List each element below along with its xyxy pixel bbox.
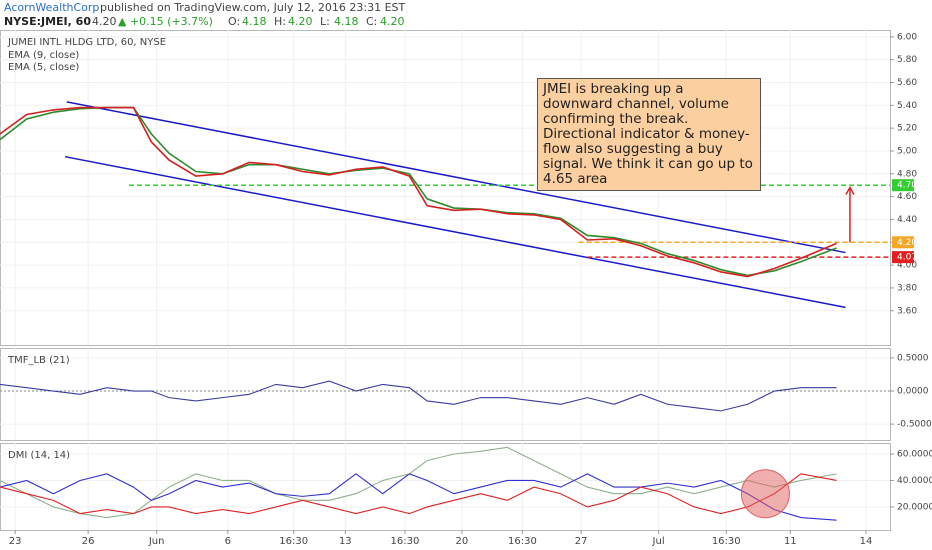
panel-title: DMI (14, 14) (8, 450, 70, 461)
x-tick-label: 16:30 (279, 536, 308, 547)
x-tick-label: 13 (339, 536, 352, 547)
level-label: 4.20 (897, 238, 917, 248)
y-tick-label: 3.80 (897, 283, 917, 293)
level-tag (892, 236, 914, 249)
y-tick-label: 5.20 (897, 124, 917, 134)
panel-title: JUMEI INTL HLDG LTD, 60, NYSE (7, 37, 166, 48)
series-line (0, 380, 837, 412)
series-line (0, 473, 837, 521)
y-tick-label: 6.00 (897, 32, 917, 42)
level-tag (892, 251, 914, 264)
level-label: 4.07 (897, 253, 917, 263)
x-tick-label: 6 (225, 536, 231, 547)
y-tick-label: 5.80 (897, 55, 917, 65)
level-tag (892, 179, 914, 192)
y-tick-label: 5.60 (897, 78, 917, 88)
x-tick-label: 23 (9, 536, 22, 547)
series-line (0, 106, 837, 277)
x-tick-label: Jul (652, 536, 665, 547)
change: ▲ +0.15 (+3.7%) (118, 15, 213, 28)
panel (0, 348, 891, 441)
y-tick-label: 0.5000 (897, 353, 929, 363)
x-tick-label: Jun (148, 536, 165, 547)
x-tick-label: 16:30 (508, 536, 537, 547)
channel-line (64, 155, 846, 309)
panel (0, 30, 891, 346)
x-tick-label: 14 (860, 536, 873, 547)
y-tick-label: 4.80 (897, 169, 917, 179)
y-tick-label: 60.0000 (897, 449, 932, 459)
x-tick-label: 27 (575, 536, 588, 547)
y-tick-label: 5.00 (897, 146, 917, 156)
annotation: JMEI is breaking up a downward channel, … (537, 78, 761, 191)
ohlc-value: 4.18 (334, 15, 359, 28)
published: published on TradingView.com, July 12, 2… (100, 1, 406, 14)
highlight (740, 469, 790, 519)
arrow-head (845, 185, 855, 195)
ohlc-label: L: (320, 15, 330, 28)
y-tick-label: -0.5000 (897, 420, 932, 430)
series-line (0, 106, 837, 278)
legend-entry: EMA (9, close) (8, 50, 79, 61)
x-tick-label: 16:30 (712, 536, 741, 547)
y-tick-label: 0.0000 (897, 387, 929, 397)
channel-line (66, 101, 846, 254)
x-tick-label: 16:30 (391, 536, 420, 547)
level-label: 4.70 (897, 181, 917, 191)
x-tick-label: 20 (456, 536, 469, 547)
last-price: 4.20 (92, 15, 117, 28)
y-tick-label: 4.40 (897, 215, 917, 225)
ohlc-value: 4.18 (242, 15, 267, 28)
y-tick-label: 5.40 (897, 101, 917, 111)
ohlc-label: H: (274, 15, 286, 28)
symbol: NYSE:JMEI, 60 (4, 15, 91, 28)
series-line (0, 473, 837, 515)
publisher[interactable]: AcornWealthCorp (4, 1, 99, 14)
x-tick-label: 26 (82, 536, 95, 547)
ohlc-label: C: (366, 15, 377, 28)
x-tick-label: 11 (784, 536, 797, 547)
y-tick-label: 40.0000 (897, 476, 932, 486)
y-tick-label: 3.60 (897, 306, 917, 316)
y-tick-label: 20.0000 (897, 502, 932, 512)
legend-entry: EMA (5, close) (8, 62, 79, 73)
ohlc-value: 4.20 (380, 15, 405, 28)
y-tick-label: 4.60 (897, 192, 917, 202)
panel-title: TMF_LB (21) (7, 355, 70, 366)
y-tick-label: 4.00 (897, 261, 917, 271)
ohlc-label: O: (228, 15, 240, 28)
ohlc-value: 4.20 (288, 15, 313, 28)
